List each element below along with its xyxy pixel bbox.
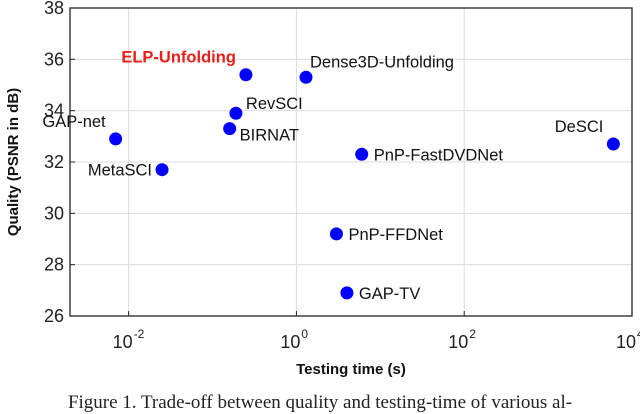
tick-label-y: 34 bbox=[44, 101, 64, 121]
data-point bbox=[109, 132, 123, 146]
tick-label-y: 26 bbox=[44, 306, 64, 326]
tick-label-x: 10 bbox=[280, 332, 300, 352]
grid bbox=[70, 8, 632, 316]
data-point-label: BIRNAT bbox=[240, 127, 299, 145]
data-point bbox=[329, 227, 343, 241]
tick-label-y: 38 bbox=[44, 0, 64, 18]
tick-label-x: 10 bbox=[113, 332, 133, 352]
tick-label-y: 32 bbox=[44, 152, 64, 172]
data-point bbox=[229, 106, 243, 120]
data-point bbox=[239, 68, 253, 82]
data-point-label: ELP-Unfolding bbox=[121, 49, 236, 67]
data-point-label: MetaSCI bbox=[88, 162, 152, 180]
data-point-label: RevSCI bbox=[246, 95, 303, 113]
tick-label-y: 28 bbox=[44, 255, 64, 275]
tick-label-y: 30 bbox=[44, 203, 64, 223]
point-labels: GAP-net MetaSCI ELP-Unfolding RevSCI BIRNAT D… bbox=[42, 49, 603, 303]
data-point-label: PnP-FFDNet bbox=[348, 226, 443, 244]
data-point bbox=[155, 163, 169, 177]
data-point bbox=[606, 137, 620, 151]
x-axis-title: Testing time (s) bbox=[296, 361, 406, 378]
data-point-label: GAP-TV bbox=[359, 285, 420, 303]
tick-label-x: 10 bbox=[448, 332, 468, 352]
tick-label-x-exponent: -2 bbox=[134, 327, 145, 341]
data-point bbox=[340, 286, 354, 300]
tick-label-y: 36 bbox=[44, 49, 64, 69]
data-point bbox=[355, 147, 369, 161]
y-axis-title: Quality (PSNR in dB) bbox=[5, 88, 22, 236]
data-point-label: GAP-net bbox=[42, 113, 106, 131]
data-point-label: DeSCI bbox=[555, 118, 604, 136]
tick-label-x-exponent: 4 bbox=[637, 327, 640, 341]
figure-caption: Figure 1. Trade-off between quality and … bbox=[67, 392, 573, 413]
tick-label-x: 10 bbox=[616, 332, 636, 352]
tick-label-x-exponent: 2 bbox=[469, 327, 476, 341]
data-point-label: Dense3D-Unfolding bbox=[310, 53, 454, 71]
data-points bbox=[109, 68, 620, 300]
data-point bbox=[299, 70, 313, 84]
data-point-label: PnP-FastDVDNet bbox=[374, 146, 504, 164]
tick-label-x-exponent: 0 bbox=[301, 327, 308, 341]
data-point bbox=[223, 122, 237, 136]
